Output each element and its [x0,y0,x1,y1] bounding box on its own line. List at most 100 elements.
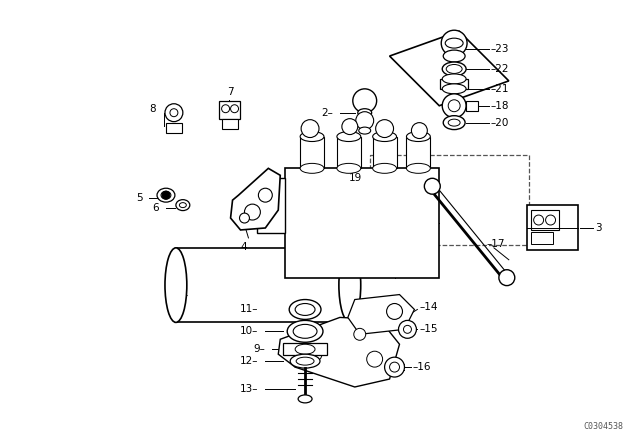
Ellipse shape [359,127,371,134]
Circle shape [170,109,178,116]
Text: 9–: 9– [253,344,266,354]
Ellipse shape [337,164,361,173]
Text: –18: –18 [491,101,509,111]
Ellipse shape [406,164,430,173]
Circle shape [230,105,239,113]
Text: 12–: 12– [240,356,259,366]
Ellipse shape [442,84,466,94]
Bar [372,137,397,168]
Text: 6: 6 [152,203,159,213]
Circle shape [412,123,428,138]
Circle shape [342,119,358,134]
Text: –22: –22 [491,64,509,74]
Ellipse shape [442,74,466,84]
Bar [527,205,579,250]
Text: 3: 3 [595,223,602,233]
Bar [531,210,559,230]
Text: 13–: 13– [240,384,259,394]
Bar [219,101,241,119]
Ellipse shape [444,116,465,129]
Text: C0304538: C0304538 [583,422,623,431]
Ellipse shape [442,62,466,76]
Bar [284,343,327,355]
Ellipse shape [176,200,190,211]
Circle shape [367,351,383,367]
Ellipse shape [293,324,317,338]
Bar [221,119,237,129]
Ellipse shape [161,191,171,199]
Text: –16: –16 [412,362,431,372]
Ellipse shape [444,50,465,62]
Ellipse shape [179,202,186,207]
Ellipse shape [300,164,324,173]
Text: 11–: 11– [240,305,259,314]
Ellipse shape [290,354,320,368]
Ellipse shape [448,119,460,126]
Circle shape [385,357,404,377]
Bar [337,137,361,168]
Circle shape [499,270,515,286]
Circle shape [441,30,467,56]
Bar [285,168,439,278]
Text: –17: –17 [487,239,506,249]
Ellipse shape [295,303,315,315]
Circle shape [424,178,440,194]
Polygon shape [278,318,399,387]
Circle shape [545,215,556,225]
Circle shape [244,204,260,220]
Circle shape [390,362,399,372]
Text: 1: 1 [182,288,189,297]
Ellipse shape [289,300,321,319]
Circle shape [356,112,374,129]
Text: –21: –21 [491,84,509,94]
Ellipse shape [157,188,175,202]
Circle shape [399,320,417,338]
Circle shape [442,94,466,118]
Text: –23: –23 [491,44,509,54]
Ellipse shape [296,357,314,365]
Ellipse shape [337,132,361,142]
Ellipse shape [445,38,463,48]
Text: 2–: 2– [321,108,333,118]
Text: –15: –15 [419,324,438,334]
Ellipse shape [372,164,397,173]
Circle shape [239,213,250,223]
Bar [257,178,285,233]
Bar [176,248,350,323]
Circle shape [387,303,403,319]
Ellipse shape [165,248,187,323]
Circle shape [301,120,319,138]
Circle shape [221,105,230,113]
Text: 4: 4 [240,242,247,252]
Ellipse shape [339,248,361,323]
Ellipse shape [287,320,323,342]
Circle shape [376,120,394,138]
Ellipse shape [300,132,324,142]
Bar [166,123,182,133]
Circle shape [353,89,377,113]
Bar [466,101,478,111]
Bar [531,232,552,244]
Bar [440,79,468,89]
Bar [406,137,430,168]
Ellipse shape [358,109,372,116]
Bar [300,137,324,168]
Circle shape [403,325,412,333]
Circle shape [308,347,322,361]
Circle shape [165,104,183,122]
Bar [370,155,529,245]
Polygon shape [230,168,280,230]
Ellipse shape [446,65,462,73]
Ellipse shape [406,132,430,142]
Text: 7: 7 [227,87,234,97]
Circle shape [162,191,170,199]
Circle shape [354,328,365,340]
Polygon shape [348,294,415,334]
Circle shape [534,215,543,225]
Ellipse shape [372,132,397,142]
Circle shape [259,188,272,202]
Circle shape [448,100,460,112]
Text: –14: –14 [419,302,438,312]
Text: 8: 8 [149,104,156,114]
Text: 5: 5 [136,193,143,203]
